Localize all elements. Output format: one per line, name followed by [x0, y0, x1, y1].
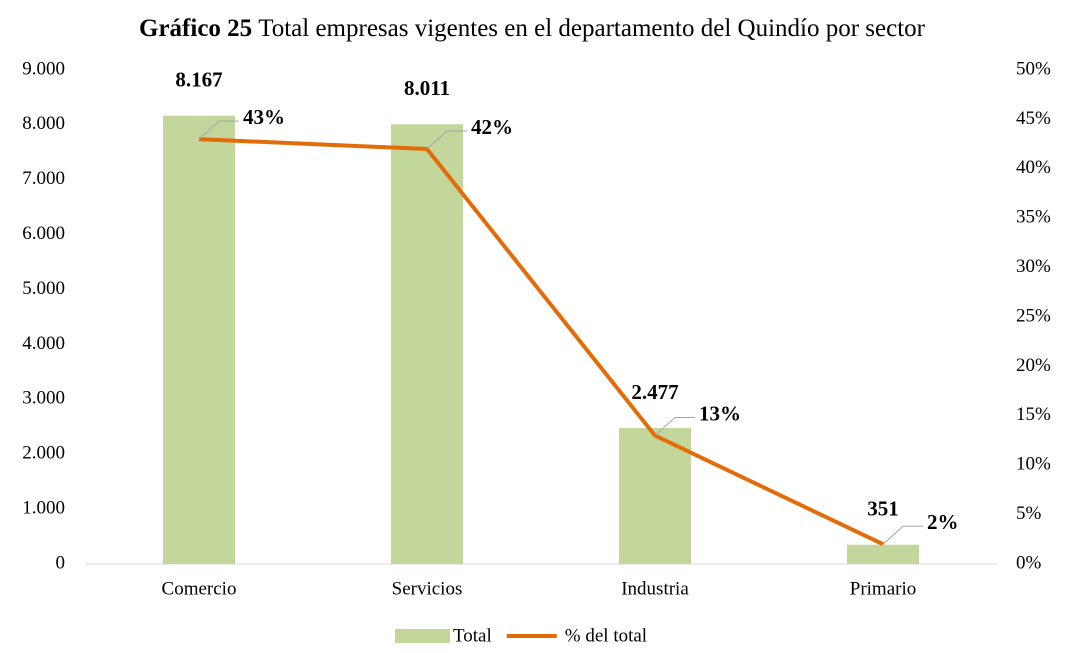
- bar-value-label: 8.167: [175, 68, 222, 92]
- y2-tick-label: 30%: [1016, 256, 1051, 277]
- y-tick-label: 8.000: [22, 113, 65, 134]
- bar-value-label: 351: [867, 497, 899, 521]
- line-value-label: 2%: [927, 510, 959, 534]
- bar: [847, 544, 919, 564]
- y2-tick-label: 45%: [1016, 108, 1051, 129]
- legend-swatch: [395, 629, 450, 643]
- x-tick-label: Primario: [850, 578, 917, 599]
- bar: [163, 115, 235, 564]
- x-tick-label: Industria: [621, 578, 689, 599]
- leader-line: [426, 130, 467, 150]
- y2-tick-label: 20%: [1016, 355, 1051, 376]
- leader-line: [198, 120, 239, 140]
- chart-title-label: Gráfico 25: [139, 15, 252, 42]
- y2-tick-label: 40%: [1016, 157, 1051, 178]
- bar-value-label: 2.477: [631, 380, 678, 404]
- y-tick-label: 7.000: [22, 168, 65, 189]
- y2-tick-label: 5%: [1016, 503, 1042, 524]
- legend-label: Total: [453, 625, 492, 646]
- y2-tick-label: 0%: [1016, 552, 1042, 573]
- y2-tick-label: 10%: [1016, 454, 1051, 475]
- y2-tick-label: 25%: [1016, 305, 1051, 326]
- y-tick-label: 0: [56, 552, 66, 573]
- y2-tick-label: 50%: [1016, 58, 1051, 79]
- x-tick-label: Servicios: [392, 578, 463, 599]
- y-tick-label: 4.000: [22, 333, 65, 354]
- line-value-label: 43%: [243, 105, 285, 129]
- y-tick-label: 9.000: [22, 58, 65, 79]
- y2-tick-label: 15%: [1016, 404, 1051, 425]
- chart-title: Total empresas vigentes en el departamen…: [258, 15, 925, 42]
- leader-line: [654, 417, 695, 436]
- bar: [391, 124, 463, 565]
- bar-value-label: 8.011: [404, 76, 450, 100]
- y2-tick-label: 35%: [1016, 207, 1051, 228]
- y-tick-label: 3.000: [22, 388, 65, 409]
- line-value-label: 13%: [699, 401, 741, 425]
- y-tick-label: 1.000: [22, 497, 65, 518]
- bar: [619, 428, 691, 564]
- chart-title-group: Gráfico 25 Total empresas vigentes en el …: [139, 15, 926, 42]
- line: [198, 137, 884, 547]
- line-value-label: 42%: [471, 115, 513, 139]
- leader-line: [882, 525, 923, 545]
- y-tick-label: 2.000: [22, 443, 65, 464]
- x-tick-label: Comercio: [162, 578, 237, 599]
- y-tick-label: 6.000: [22, 223, 65, 244]
- y-tick-label: 5.000: [22, 278, 65, 299]
- legend-label: % del total: [565, 625, 647, 646]
